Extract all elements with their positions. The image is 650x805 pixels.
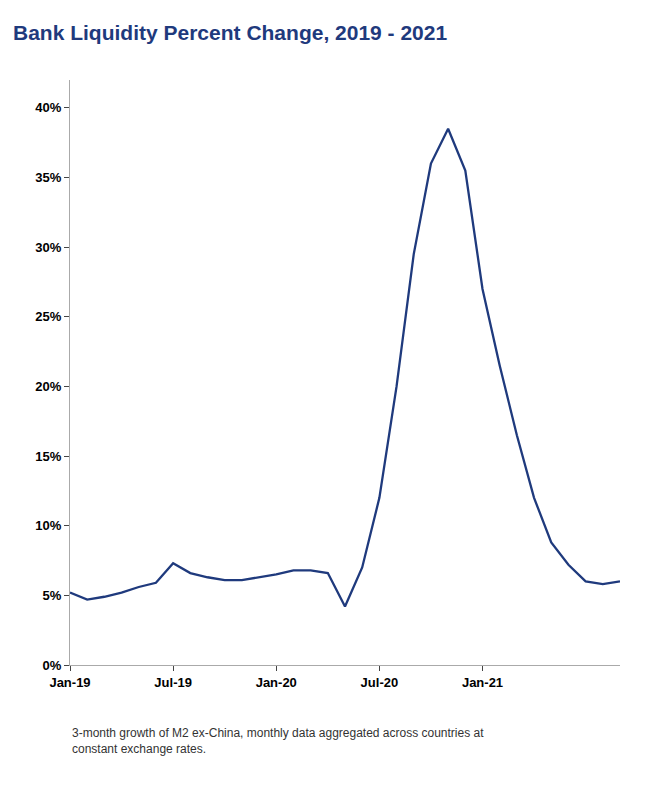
svg-text:35%: 35% [35, 170, 61, 185]
svg-text:0%: 0% [43, 658, 62, 673]
svg-text:Jan-19: Jan-19 [49, 675, 90, 690]
svg-text:25%: 25% [35, 309, 61, 324]
svg-text:Jan-21: Jan-21 [462, 675, 503, 690]
svg-text:3-month growth of M2 ex-China,: 3-month growth of M2 ex-China, monthly d… [72, 726, 484, 756]
svg-text:Jan-20: Jan-20 [256, 675, 297, 690]
svg-text:20%: 20% [35, 379, 61, 394]
svg-text:15%: 15% [35, 449, 61, 464]
svg-text:30%: 30% [35, 240, 61, 255]
svg-text:Jul-19: Jul-19 [154, 675, 192, 690]
svg-text:40%: 40% [35, 100, 61, 115]
svg-text:Bank Liquidity Percent Change,: Bank Liquidity Percent Change, 2019 - 20… [13, 21, 447, 44]
svg-text:Jul-20: Jul-20 [361, 675, 399, 690]
svg-text:10%: 10% [35, 518, 61, 533]
svg-text:5%: 5% [43, 588, 62, 603]
